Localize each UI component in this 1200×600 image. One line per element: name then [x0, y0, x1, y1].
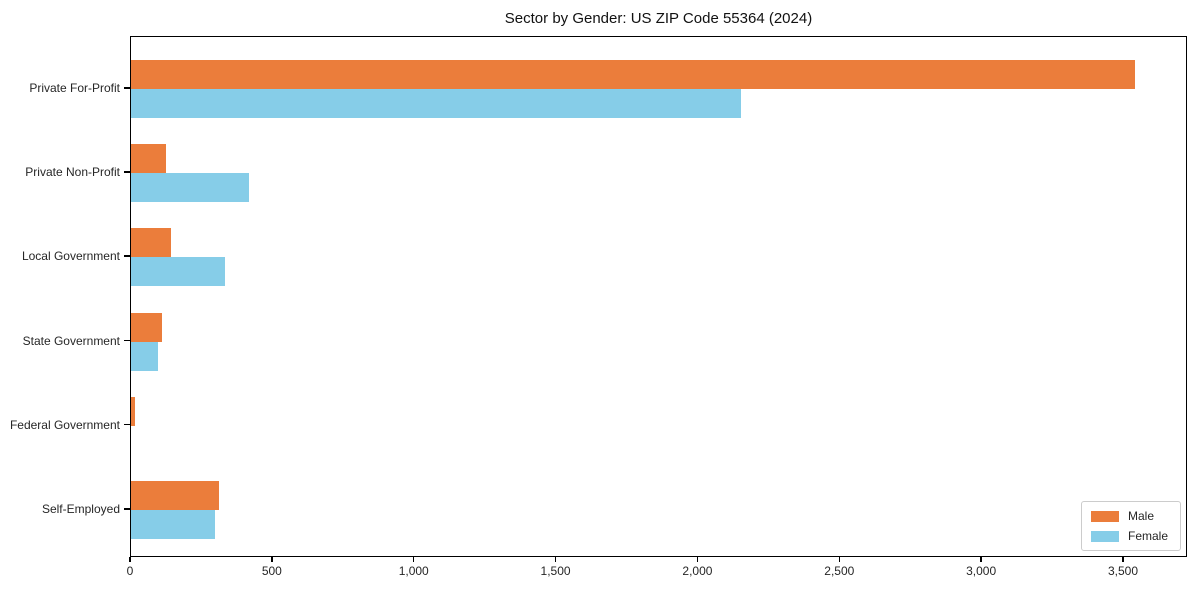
bar-male-local-government — [131, 228, 171, 258]
y-axis-label: Local Government — [21, 249, 120, 264]
legend-label: Female — [1127, 529, 1168, 543]
bar-female-local-government — [131, 257, 225, 287]
x-axis-tick-label: 0 — [126, 564, 134, 578]
bar-male-private-non-profit — [131, 144, 167, 174]
x-axis-tick-label: 2,000 — [682, 564, 713, 578]
x-tick-mark — [271, 557, 273, 562]
bar-male-private-for-profit — [131, 60, 1136, 89]
x-tick-mark — [1122, 557, 1124, 562]
y-axis-label: Private Non-Profit — [25, 165, 120, 180]
legend-item-female: Female — [1090, 529, 1168, 543]
legend-swatch-female — [1090, 530, 1119, 542]
y-tick-mark — [124, 171, 130, 173]
x-tick-mark — [554, 557, 557, 562]
y-tick-mark — [124, 87, 130, 89]
bar-male-state-government — [131, 312, 163, 342]
x-axis-tick-label: 1,000 — [398, 564, 429, 578]
y-axis-label: Self-Employed — [41, 502, 120, 516]
bar-female-private-for-profit — [131, 89, 741, 118]
x-tick-mark — [696, 557, 699, 562]
bar-male-self-employed — [131, 481, 219, 510]
y-tick-mark — [124, 423, 130, 426]
x-axis-tick-label: 3,500 — [1107, 564, 1139, 578]
x-tick-mark — [129, 557, 131, 562]
x-axis-tick-label: 500 — [261, 564, 282, 578]
x-axis-tick-label: 3,000 — [966, 564, 997, 578]
legend-item-male: Male — [1090, 509, 1168, 523]
legend-swatch-male — [1090, 510, 1119, 522]
y-axis-label: Federal Government — [9, 417, 120, 432]
y-axis-label: State Government — [22, 333, 120, 348]
x-axis-tick-label: 1,500 — [540, 564, 571, 578]
y-axis-label: Private For-Profit — [29, 81, 120, 95]
bar-female-self-employed — [131, 510, 215, 539]
plot-area: Male Female — [130, 36, 1187, 557]
y-tick-mark — [124, 508, 130, 510]
x-axis-tick-label: 2,500 — [824, 564, 855, 578]
bar-male-federal-government — [131, 396, 136, 426]
chart-title: Sector by Gender: US ZIP Code 55364 (202… — [504, 10, 813, 27]
x-tick-mark — [412, 557, 415, 562]
y-tick-mark — [124, 339, 130, 342]
bar-female-private-non-profit — [131, 173, 249, 203]
x-tick-mark — [838, 557, 841, 562]
legend: Male Female — [1080, 501, 1181, 551]
legend-label: Male — [1127, 509, 1154, 523]
x-tick-mark — [980, 557, 982, 562]
y-tick-mark — [124, 255, 130, 257]
bar-female-state-government — [131, 341, 158, 371]
